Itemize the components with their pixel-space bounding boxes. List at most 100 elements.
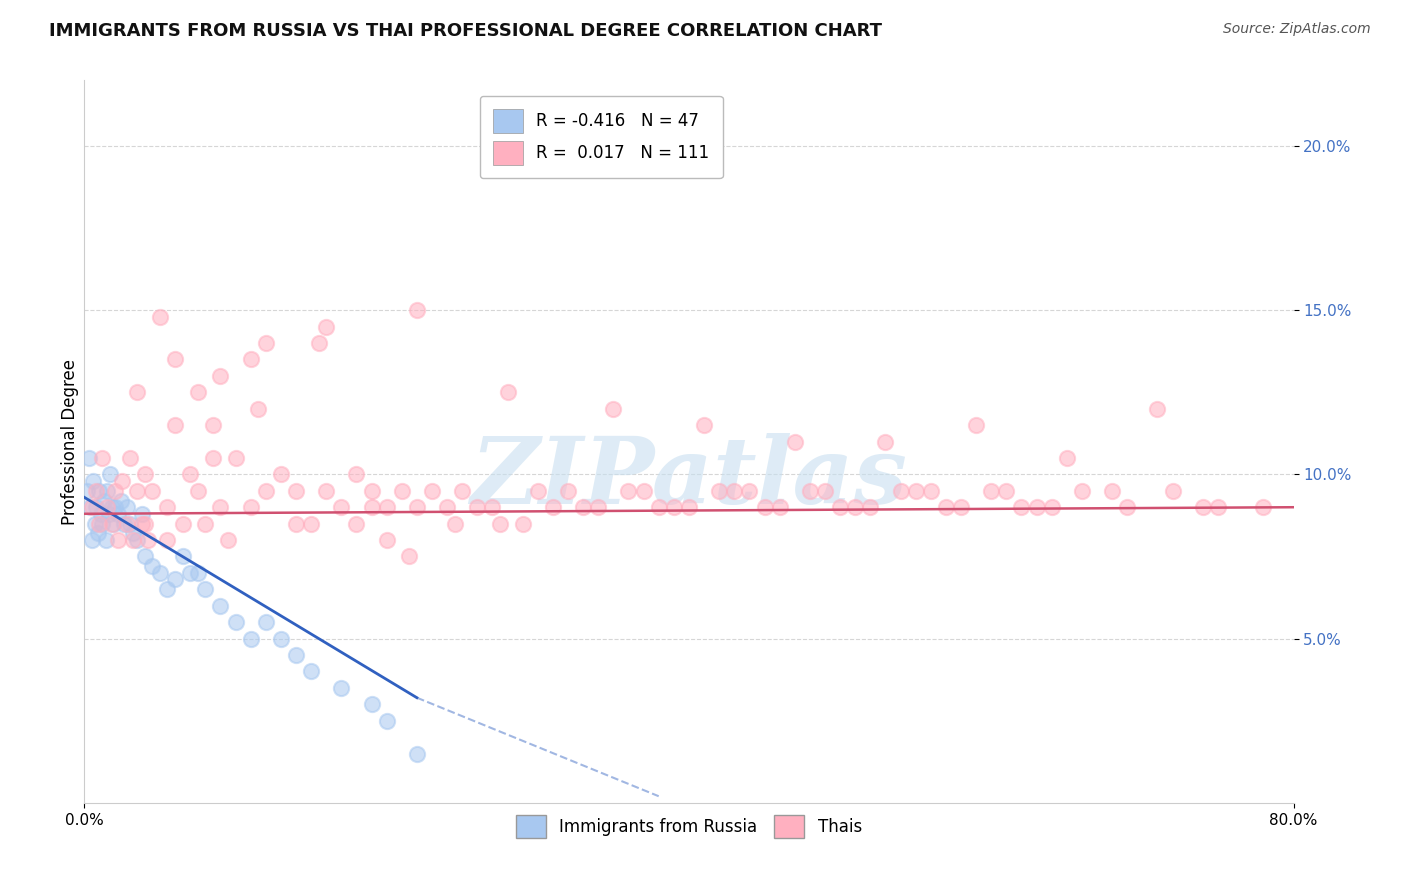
Point xyxy=(141,483,163,498)
Point xyxy=(572,500,595,515)
Point xyxy=(100,500,122,515)
Point xyxy=(104,483,127,498)
Point xyxy=(270,632,292,646)
Point xyxy=(141,559,163,574)
Point xyxy=(77,450,100,465)
Point xyxy=(91,450,114,465)
Point xyxy=(391,483,413,498)
Point xyxy=(1071,483,1094,498)
Point xyxy=(179,467,201,482)
Point xyxy=(111,474,134,488)
Point xyxy=(1011,500,1033,515)
Point xyxy=(121,533,143,547)
Point xyxy=(101,516,124,531)
Point xyxy=(254,615,277,630)
Point xyxy=(239,632,262,646)
Point xyxy=(149,310,172,324)
Point xyxy=(165,573,187,587)
Point xyxy=(100,516,122,531)
Point xyxy=(980,483,1002,498)
Point xyxy=(107,507,129,521)
Point xyxy=(194,516,217,531)
Point xyxy=(209,500,232,515)
Point xyxy=(285,483,308,498)
Point xyxy=(950,500,973,515)
Point xyxy=(239,352,262,367)
Point xyxy=(512,516,534,531)
Point xyxy=(1040,500,1063,515)
Point xyxy=(588,500,610,515)
Point xyxy=(308,336,330,351)
Point xyxy=(693,418,716,433)
Point xyxy=(315,319,337,334)
Point xyxy=(541,500,564,515)
Point xyxy=(84,516,107,531)
Point xyxy=(890,483,912,498)
Point xyxy=(1253,500,1275,515)
Point xyxy=(239,500,262,515)
Point xyxy=(121,526,143,541)
Point xyxy=(965,418,987,433)
Point xyxy=(375,500,398,515)
Point xyxy=(80,500,103,515)
Point xyxy=(602,401,624,416)
Point xyxy=(299,516,322,531)
Point xyxy=(285,648,308,662)
Legend: Immigrants from Russia, Thais: Immigrants from Russia, Thais xyxy=(509,808,869,845)
Point xyxy=(194,582,217,597)
Point xyxy=(1161,483,1184,498)
Point xyxy=(94,533,117,547)
Point xyxy=(648,500,671,515)
Point xyxy=(127,483,149,498)
Point xyxy=(995,483,1018,498)
Point xyxy=(127,385,149,400)
Point xyxy=(1192,500,1215,515)
Point xyxy=(527,483,550,498)
Point xyxy=(134,467,156,482)
Point xyxy=(420,483,443,498)
Point xyxy=(299,665,322,679)
Point xyxy=(443,516,465,531)
Point xyxy=(1025,500,1047,515)
Point xyxy=(830,500,852,515)
Point xyxy=(225,615,247,630)
Point xyxy=(112,516,135,531)
Point xyxy=(82,474,104,488)
Point xyxy=(87,526,110,541)
Point xyxy=(617,483,640,498)
Point xyxy=(187,566,209,580)
Point xyxy=(76,483,98,498)
Point xyxy=(93,493,115,508)
Point xyxy=(91,516,114,531)
Point xyxy=(217,533,239,547)
Point xyxy=(86,483,108,498)
Point xyxy=(80,533,103,547)
Point xyxy=(156,582,179,597)
Point xyxy=(859,500,882,515)
Point xyxy=(406,303,429,318)
Point xyxy=(315,483,337,498)
Point xyxy=(709,483,731,498)
Point xyxy=(254,483,277,498)
Point xyxy=(436,500,458,515)
Point xyxy=(360,483,382,498)
Point xyxy=(375,533,398,547)
Point xyxy=(1146,401,1168,416)
Point xyxy=(165,418,187,433)
Point xyxy=(134,516,156,531)
Point xyxy=(96,483,118,498)
Point xyxy=(79,500,101,515)
Point xyxy=(156,533,179,547)
Point xyxy=(1056,450,1078,465)
Point xyxy=(86,500,108,515)
Point xyxy=(187,483,209,498)
Point xyxy=(769,500,792,515)
Point xyxy=(98,467,121,482)
Y-axis label: Professional Degree: Professional Degree xyxy=(60,359,79,524)
Point xyxy=(330,681,353,695)
Point xyxy=(136,533,159,547)
Point xyxy=(799,483,821,498)
Point xyxy=(1206,500,1229,515)
Point xyxy=(254,336,277,351)
Point xyxy=(127,533,149,547)
